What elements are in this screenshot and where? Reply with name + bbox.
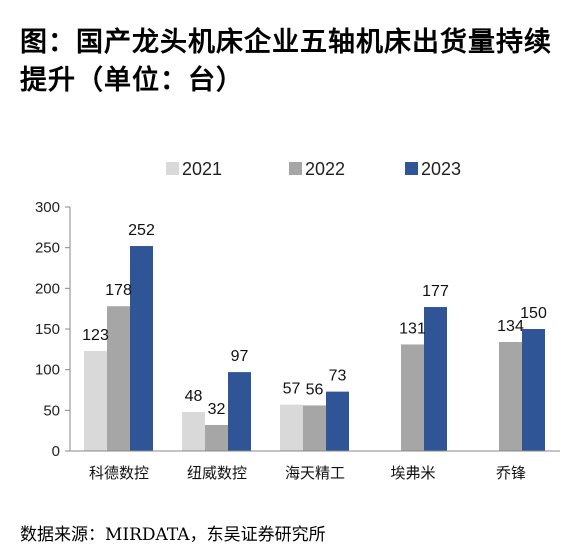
data-label: 56 <box>306 381 324 398</box>
x-category-label: 海天精工 <box>285 464 345 482</box>
legend-label: 2023 <box>421 159 461 179</box>
legend: 2021 2022 2023 <box>166 159 461 179</box>
bar-2022-0 <box>107 306 130 451</box>
y-tick-label: 150 <box>35 321 60 338</box>
bar-2022-2 <box>303 405 326 451</box>
y-axis: 0 50 100 150 200 250 300 <box>35 199 71 460</box>
legend-swatch <box>405 162 418 175</box>
bar-2021-1 <box>182 411 205 451</box>
x-axis: 科德数控 纽威数控 海天精工 埃弗米 乔锋 <box>70 450 560 482</box>
x-category-label: 纽威数控 <box>187 464 247 482</box>
y-tick-label: 250 <box>35 240 60 257</box>
data-label: 252 <box>128 222 155 239</box>
x-category-label: 埃弗米 <box>390 464 435 482</box>
bar-2023-4 <box>522 329 545 451</box>
data-label: 134 <box>497 318 524 335</box>
y-tick-label: 100 <box>35 362 60 379</box>
legend-swatch <box>289 162 302 175</box>
data-label: 178 <box>105 282 132 299</box>
data-label: 177 <box>422 283 449 300</box>
bar-2023-1 <box>228 372 251 451</box>
data-label: 97 <box>231 348 249 365</box>
legend-swatch <box>166 162 179 175</box>
data-label: 131 <box>399 320 426 337</box>
x-category-label: 乔锋 <box>496 464 526 482</box>
data-label: 32 <box>208 401 226 418</box>
y-tick-label: 0 <box>52 443 60 460</box>
data-label: 123 <box>82 327 109 344</box>
bar-2023-0 <box>130 246 153 451</box>
data-label: 150 <box>520 305 547 322</box>
x-category-label: 科德数控 <box>89 464 149 482</box>
bars <box>84 246 545 451</box>
y-tick-label: 200 <box>35 280 60 297</box>
chart-title: 图：国产龙头机床企业五轴机床出货量持续提升（单位：台） <box>20 27 552 96</box>
bar-2022-3 <box>401 344 424 451</box>
data-label: 73 <box>329 368 347 385</box>
y-tick-label: 300 <box>35 199 60 216</box>
bar-2022-1 <box>205 424 228 451</box>
bar-2023-3 <box>424 307 447 451</box>
y-tick-label: 50 <box>43 402 60 419</box>
bar-2023-2 <box>326 391 349 451</box>
legend-label: 2022 <box>305 159 345 179</box>
legend-label: 2021 <box>182 159 222 179</box>
bar-2022-4 <box>499 342 522 451</box>
data-label: 48 <box>185 388 203 405</box>
bar-2021-0 <box>84 350 107 451</box>
data-label: 57 <box>283 381 301 398</box>
bar-2021-2 <box>280 404 303 451</box>
source-note: 数据来源：MIRDATA，东吴证券研究所 <box>20 525 326 545</box>
